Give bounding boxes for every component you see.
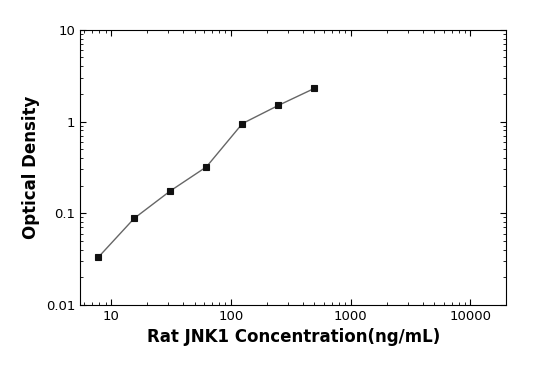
X-axis label: Rat JNK1 Concentration(ng/mL): Rat JNK1 Concentration(ng/mL): [147, 328, 440, 346]
Y-axis label: Optical Density: Optical Density: [22, 96, 40, 239]
